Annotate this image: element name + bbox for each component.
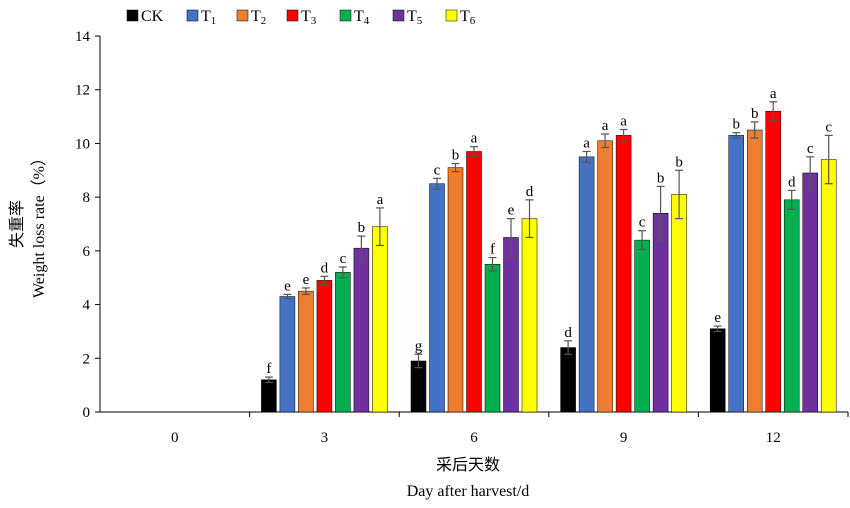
bar	[410, 360, 427, 413]
y-tick-label: 4	[83, 298, 91, 314]
y-tick-label: 0	[83, 405, 91, 421]
significance-letter: f	[490, 242, 495, 258]
significance-letter: e	[508, 203, 515, 219]
bar	[728, 135, 744, 413]
bar	[802, 172, 818, 413]
y-axis-title-cn: 失重率	[7, 200, 26, 248]
bar	[820, 159, 837, 413]
significance-letter: d	[788, 174, 796, 190]
y-tick-label: 14	[75, 29, 91, 45]
significance-letter: a	[377, 192, 384, 208]
bar	[261, 379, 277, 413]
bar	[783, 199, 800, 413]
y-ticks: 0 2 4 6 8 10 12 14	[75, 29, 100, 421]
bar	[709, 328, 726, 413]
legend-swatch	[126, 9, 139, 22]
significance-letter: c	[807, 141, 814, 157]
x-tick-label: 6	[470, 430, 478, 446]
legend-label: T5	[407, 8, 423, 27]
bar	[298, 290, 314, 413]
significance-letter: c	[434, 162, 441, 178]
bar	[335, 272, 351, 413]
bar	[765, 110, 781, 413]
bar	[597, 140, 613, 413]
legend-swatch	[392, 9, 405, 22]
significance-letter: d	[526, 184, 534, 200]
legend-swatch	[236, 9, 249, 22]
legend-swatch	[286, 9, 299, 22]
bar	[652, 213, 669, 413]
significance-letter: b	[751, 106, 759, 122]
significance-letter: b	[657, 170, 665, 186]
bar	[447, 167, 464, 413]
x-tick-label: 12	[766, 430, 781, 446]
bar	[634, 239, 650, 413]
x-tick-label: 0	[171, 430, 179, 446]
y-tick-label: 6	[83, 244, 91, 260]
bar	[615, 135, 632, 413]
significance-letter: f	[266, 361, 271, 377]
bar	[578, 156, 595, 413]
x-tick-label: 9	[620, 430, 628, 446]
y-tick-label: 2	[83, 351, 91, 367]
significance-letter: a	[770, 86, 777, 102]
legend-swatch	[445, 9, 458, 22]
bar	[560, 347, 576, 413]
legend-label: T1	[201, 8, 216, 27]
significance-letter: c	[639, 215, 646, 231]
significance-letter: e	[303, 272, 310, 288]
x-axis-title-en: Day after harvest/d	[407, 483, 530, 500]
legend: CK T1 T2 T3 T4 T5 T6	[126, 8, 476, 27]
bar	[521, 218, 538, 413]
legend-label: T2	[251, 8, 266, 27]
y-tick-label: 8	[83, 190, 91, 206]
x-tick-label: 3	[321, 430, 329, 446]
significance-letter: a	[583, 135, 590, 151]
significance-letter: c	[340, 251, 347, 267]
bar	[279, 296, 296, 413]
x-ticks: 0 3 6 9 12	[171, 412, 849, 446]
bar	[466, 151, 482, 413]
bar	[353, 247, 370, 413]
significance-letter: e	[284, 278, 291, 294]
y-tick-label: 12	[75, 83, 90, 99]
legend-label: T4	[354, 8, 370, 27]
significance-letter: b	[452, 148, 460, 164]
significance-letter: e	[714, 310, 721, 326]
significance-letter: b	[358, 220, 366, 236]
y-axis-title-en: Weight loss rate（%）	[30, 150, 48, 298]
significance-letter: a	[602, 118, 609, 134]
significance-letter: d	[564, 325, 572, 341]
bar	[746, 129, 763, 413]
legend-swatch	[339, 9, 352, 22]
y-tick-label: 10	[75, 136, 90, 152]
bar	[429, 183, 445, 413]
legend-swatch	[186, 9, 199, 22]
x-axis-title-cn: 采后天数	[436, 455, 500, 474]
legend-label: CK	[141, 8, 164, 25]
significance-letter: b	[675, 154, 683, 170]
significance-letter: a	[620, 113, 627, 129]
significance-letter: g	[415, 338, 423, 354]
bar	[316, 280, 333, 413]
bar	[503, 237, 519, 413]
bar	[484, 264, 501, 413]
significance-letter: c	[825, 119, 832, 135]
bar	[671, 194, 687, 413]
legend-label: T6	[460, 8, 476, 27]
significance-letter: b	[732, 117, 740, 133]
significance-letter: d	[321, 260, 329, 276]
bar	[372, 226, 388, 413]
legend-label: T3	[301, 8, 317, 27]
bars	[261, 101, 837, 413]
significance-letter: a	[471, 131, 478, 147]
